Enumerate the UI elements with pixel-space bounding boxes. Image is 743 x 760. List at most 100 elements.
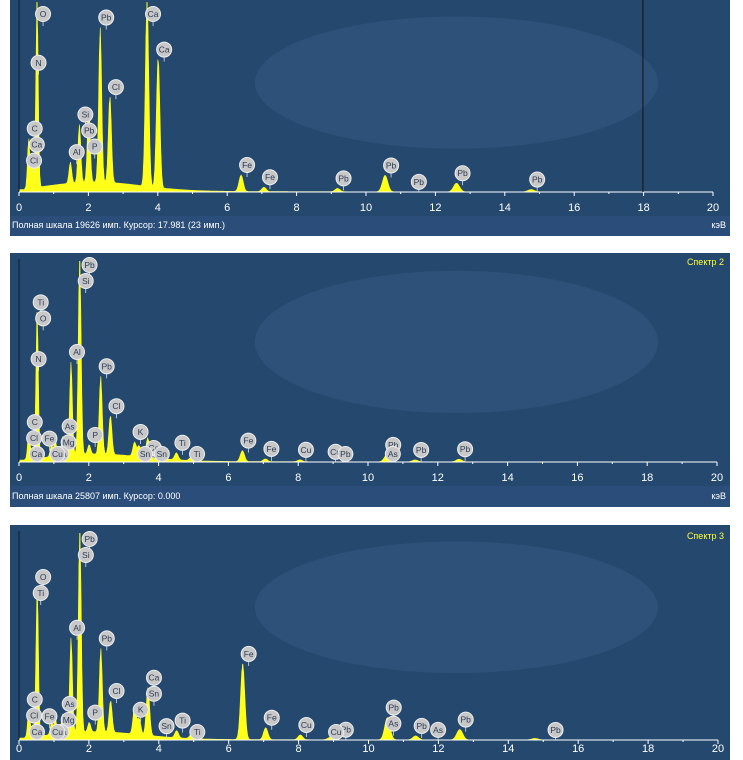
element-marker[interactable]: Pb [98,358,115,379]
element-marker[interactable]: Fe [240,645,257,666]
element-marker[interactable]: As [385,715,402,736]
element-marker[interactable]: Pb [413,441,430,462]
element-marker[interactable]: Ca [145,669,162,690]
element-marker[interactable]: Fe [261,169,278,190]
element-marker-label: As [433,725,443,735]
element-marker[interactable]: Ca [28,136,45,157]
element-marker[interactable]: Cu [298,716,315,737]
element-marker[interactable]: Cu [328,724,345,741]
element-marker[interactable]: Fe [263,709,280,730]
element-marker-label: Cu [52,449,63,459]
element-marker[interactable]: Pb [337,446,354,463]
element-marker[interactable]: Al [68,144,85,165]
element-marker[interactable]: As [61,695,78,716]
element-marker[interactable]: Al [69,344,86,365]
element-marker[interactable]: K [132,701,149,722]
element-marker[interactable]: Fe [240,432,257,453]
element-marker[interactable]: Ca [156,41,173,62]
element-marker-label: O [40,9,47,19]
element-marker[interactable]: Pb [385,699,402,720]
element-marker-label: Cl [112,401,120,411]
element-marker[interactable]: Sn [137,446,154,463]
element-marker-label: Pb [84,126,95,136]
element-marker[interactable]: N [30,54,47,75]
element-marker-label: Ca [31,449,42,459]
element-marker[interactable]: Cu [297,441,314,462]
element-marker[interactable]: Sn [153,446,170,463]
element-marker[interactable]: Ti [174,434,191,455]
element-marker[interactable]: Fe [41,708,58,729]
element-marker-label: Cu [330,447,341,457]
x-tick-label: 20 [711,472,723,484]
element-marker[interactable]: P [87,426,104,447]
element-marker-badge [32,294,49,311]
element-marker[interactable]: P [86,138,103,159]
chart-background [10,0,730,236]
element-marker[interactable]: Pb [454,165,471,186]
element-marker[interactable]: Ti [174,712,191,733]
element-marker[interactable]: Pb [98,630,115,651]
element-marker[interactable]: K [132,423,149,444]
element-marker[interactable]: Ti [32,294,49,315]
element-marker-badge [384,446,401,462]
x-tick-label: 2 [86,472,92,484]
element-marker[interactable]: Pb [81,122,98,143]
element-marker[interactable]: Ti [189,446,206,463]
element-marker[interactable]: Pb [457,441,474,462]
element-marker[interactable]: Cl [107,79,124,100]
element-marker-label: Cl [112,82,120,92]
element-marker[interactable]: As [384,446,401,463]
element-marker[interactable]: Cl [26,430,43,451]
element-marker[interactable]: Ca [145,6,162,27]
element-marker[interactable]: Pb [410,173,427,192]
element-marker-label: Fe [242,160,252,170]
element-marker[interactable]: C [26,414,43,435]
element-marker[interactable]: Pb [335,170,352,191]
element-marker-label: Mg [63,715,75,725]
element-marker[interactable]: Cl [26,152,43,173]
element-marker[interactable]: Sn [158,718,175,739]
element-marker-label: P [92,142,98,152]
x-tick-label: 6 [224,202,230,214]
element-marker[interactable]: O [35,568,52,589]
element-marker-badge [28,446,45,462]
element-marker[interactable]: C [26,691,43,712]
element-marker[interactable]: P [87,704,104,725]
element-marker-label: C [32,124,38,134]
element-marker[interactable]: Cu [49,724,66,741]
element-marker[interactable]: Ca [28,724,45,741]
element-marker[interactable]: Pb [529,171,546,192]
x-tick-label: 14 [499,202,511,214]
element-marker[interactable]: Pb [413,717,430,738]
element-marker[interactable]: Fe [263,440,280,461]
element-marker-badge [30,351,47,368]
element-marker[interactable]: Al [69,619,86,640]
element-marker[interactable]: N [30,351,47,372]
element-marker[interactable]: Cl [108,682,125,703]
element-marker[interactable]: Cu [49,446,66,463]
element-marker[interactable]: Si [77,273,94,294]
element-marker[interactable]: Fe [239,156,256,177]
element-marker[interactable]: O [35,310,52,331]
x-tick-label: 8 [296,743,302,755]
element-marker[interactable]: O [35,6,52,27]
element-marker[interactable]: Pb [383,157,400,178]
element-marker[interactable]: Pb [457,711,474,732]
x-tick-label: 10 [360,202,372,214]
element-marker[interactable]: Cl [108,398,125,419]
element-marker[interactable]: Mg [60,434,77,455]
element-marker[interactable]: Pb [81,257,98,278]
x-tick-label: 16 [572,743,584,755]
element-marker[interactable]: As [61,418,78,439]
element-marker[interactable]: Pb [98,9,115,30]
element-marker[interactable]: Ti [189,724,206,741]
element-marker[interactable]: Ti [32,584,49,605]
element-marker[interactable]: Cl [26,707,43,728]
element-marker[interactable]: Sn [145,685,162,706]
element-marker[interactable]: Pb [547,721,564,740]
x-tick-label: 18 [637,202,649,214]
element-marker[interactable]: Si [77,547,94,568]
element-marker[interactable]: As [430,721,447,740]
element-marker-label: Ca [148,9,159,19]
element-marker[interactable]: Ca [28,446,45,463]
